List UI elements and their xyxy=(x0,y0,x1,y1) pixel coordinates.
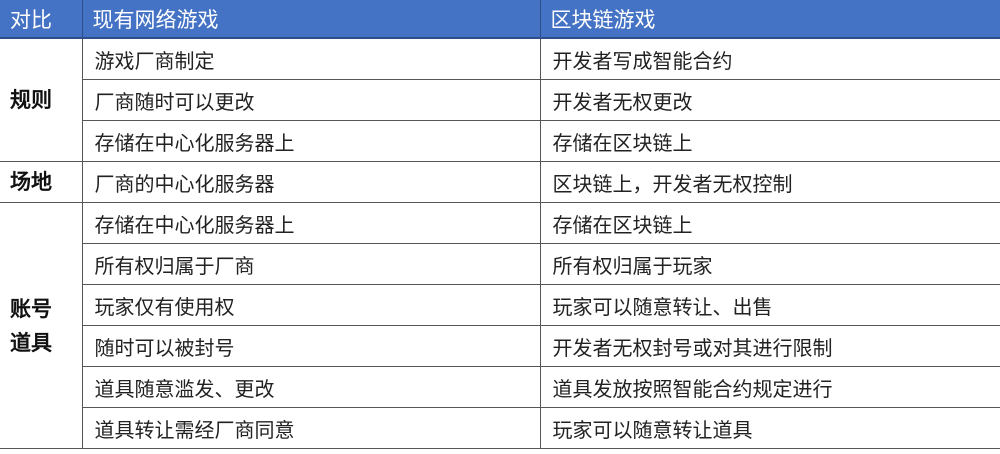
cell-traditional: 存储在中心化服务器上 xyxy=(81,202,541,244)
table-row: 道具随意滥发、更改 道具发放按照智能合约规定进行 xyxy=(0,366,1000,408)
cell-traditional: 道具随意滥发、更改 xyxy=(81,366,541,408)
cell-traditional: 存储在中心化服务器上 xyxy=(81,120,541,162)
cell-blockchain: 玩家可以随意转让道具 xyxy=(539,407,1000,449)
header-blockchain-games: 区块链游戏 xyxy=(540,0,1000,39)
group-account-items: 账号 道具 xyxy=(0,202,83,449)
table-row: 道具转让需经厂商同意 玩家可以随意转让道具 xyxy=(0,407,1000,449)
cell-traditional: 厂商的中心化服务器 xyxy=(81,161,541,203)
cell-blockchain: 玩家可以随意转让、出售 xyxy=(539,284,1000,326)
header-traditional-games: 现有网络游戏 xyxy=(82,0,541,39)
group-rules: 规则 xyxy=(0,37,83,162)
cell-traditional: 随时可以被封号 xyxy=(81,325,541,367)
table-row: 厂商随时可以更改 开发者无权更改 xyxy=(0,79,1000,121)
cell-blockchain: 开发者写成智能合约 xyxy=(539,37,1000,80)
cell-traditional: 玩家仅有使用权 xyxy=(81,284,541,326)
cell-blockchain: 开发者无权封号或对其进行限制 xyxy=(539,325,1000,367)
cell-blockchain: 开发者无权更改 xyxy=(539,79,1000,121)
cell-traditional: 游戏厂商制定 xyxy=(81,37,541,80)
cell-blockchain: 所有权归属于玩家 xyxy=(539,243,1000,285)
group-account-line1: 账号 xyxy=(10,296,52,321)
header-compare: 对比 xyxy=(0,0,83,39)
table-row: 存储在中心化服务器上 存储在区块链上 xyxy=(0,120,1000,162)
table-row: 账号 道具 存储在中心化服务器上 存储在区块链上 xyxy=(0,202,1000,449)
table-row: 玩家仅有使用权 玩家可以随意转让、出售 xyxy=(0,284,1000,326)
cell-traditional: 厂商随时可以更改 xyxy=(81,79,541,121)
group-venue: 场地 xyxy=(0,161,83,203)
table-row: 场地 厂商的中心化服务器 区块链上，开发者无权控制 xyxy=(0,161,1000,203)
cell-blockchain: 道具发放按照智能合约规定进行 xyxy=(539,366,1000,408)
table-row: 规则 游戏厂商制定 开发者写成智能合约 xyxy=(0,37,1000,162)
header-row: 对比 现有网络游戏 区块链游戏 xyxy=(0,0,1000,39)
cell-blockchain: 区块链上，开发者无权控制 xyxy=(539,161,1000,203)
cell-traditional: 道具转让需经厂商同意 xyxy=(81,407,541,449)
table-row: 随时可以被封号 开发者无权封号或对其进行限制 xyxy=(0,325,1000,367)
cell-blockchain: 存储在区块链上 xyxy=(539,202,1000,244)
group-account-line2: 道具 xyxy=(10,330,52,355)
table-row: 所有权归属于厂商 所有权归属于玩家 xyxy=(0,243,1000,285)
cell-blockchain: 存储在区块链上 xyxy=(539,120,1000,162)
cell-traditional: 所有权归属于厂商 xyxy=(81,243,541,285)
